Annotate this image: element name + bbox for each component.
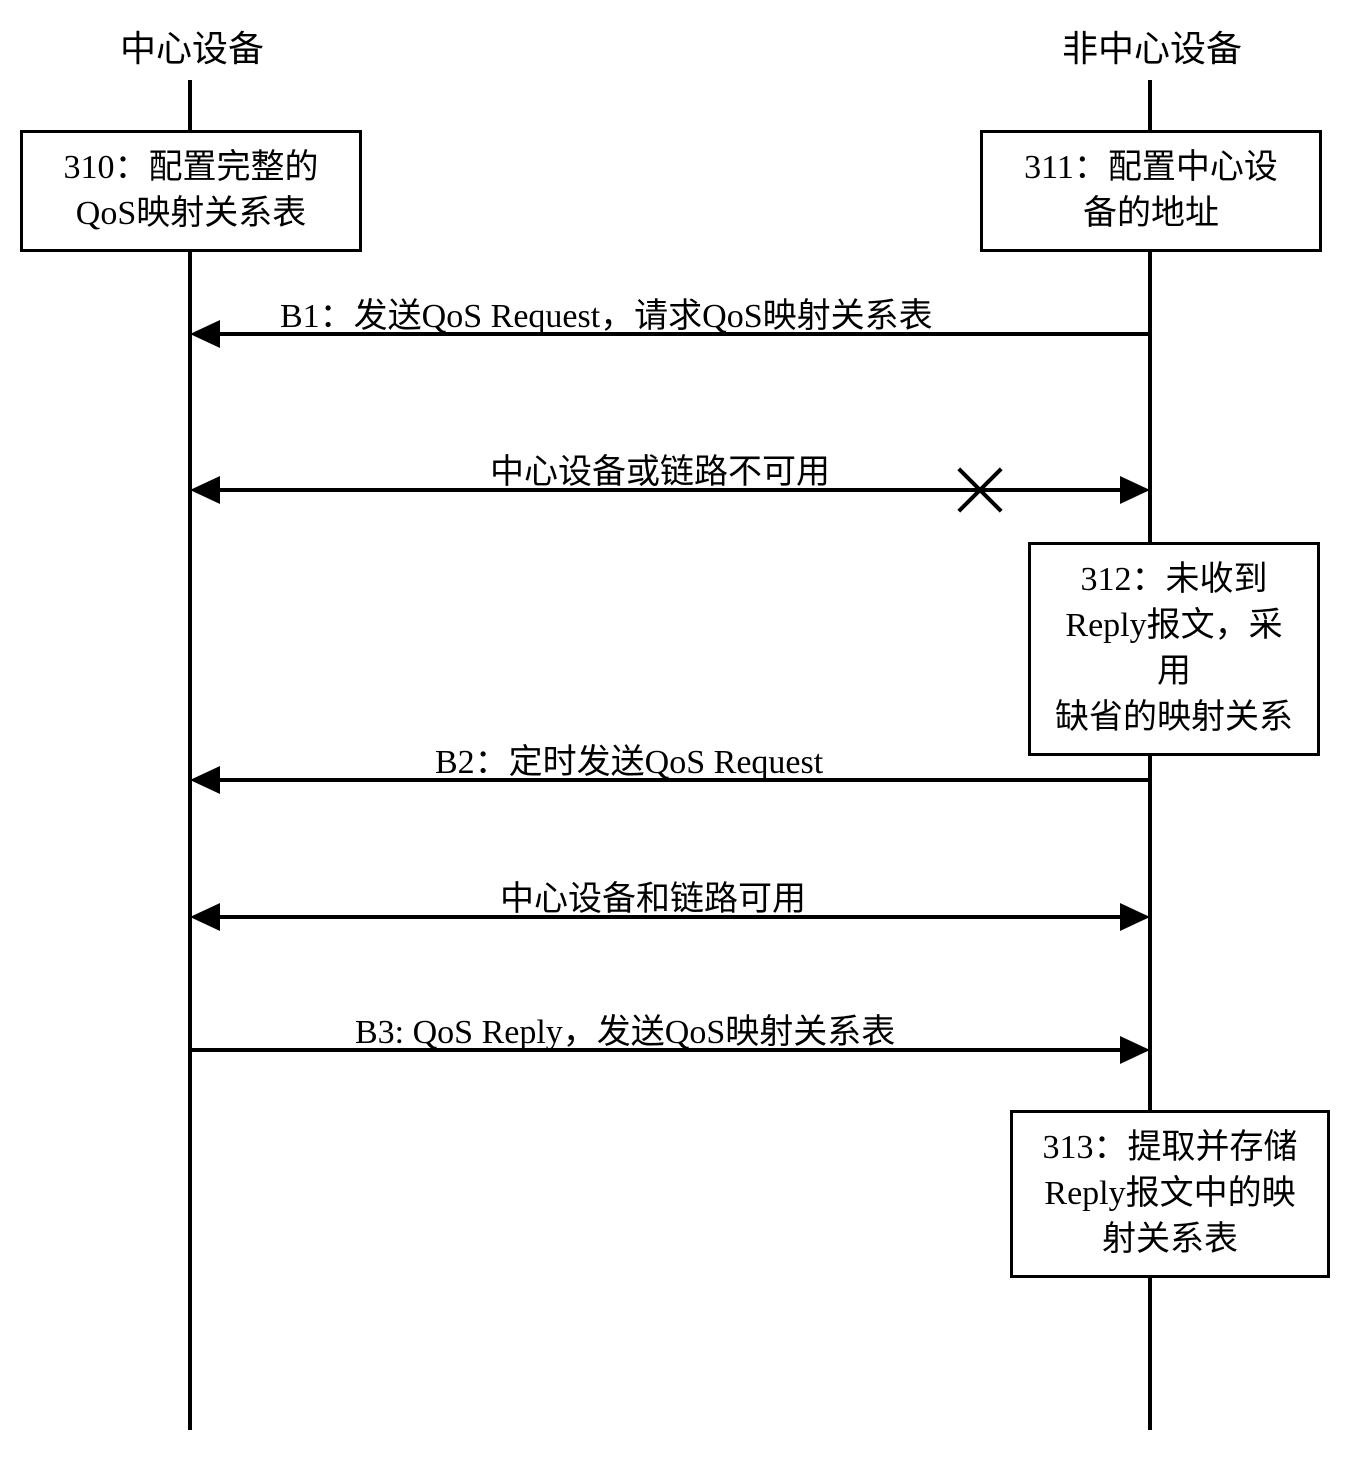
participant-right-label: 非中心设备	[1062, 20, 1242, 72]
arrow-b2-head	[190, 766, 220, 794]
box-312-text: 312：未收到Reply报文，采用缺省的映射关系	[1055, 561, 1293, 736]
box-310-text: 310：配置完整的QoS映射关系表	[64, 149, 319, 232]
box-312: 312：未收到Reply报文，采用缺省的映射关系	[1028, 542, 1320, 756]
arrow-b1-line	[215, 332, 1150, 336]
box-313: 313：提取并存储Reply报文中的映射关系表	[1010, 1110, 1330, 1278]
arrow-b1-head	[190, 320, 220, 348]
arrow-b3-label: B3: QoS Reply，发送QoS映射关系表	[355, 1004, 895, 1053]
arrow-ok-head-left	[190, 903, 220, 931]
arrow-b2-label: B2：定时发送QoS Request	[435, 734, 823, 783]
box-311-text: 311：配置中心设备的地址	[1024, 149, 1278, 232]
arrow-ok-label: 中心设备和链路可用	[500, 871, 806, 920]
arrow-ok-line	[215, 915, 1123, 919]
box-313-text: 313：提取并存储Reply报文中的映射关系表	[1043, 1129, 1298, 1258]
arrow-fail-head-right	[1120, 476, 1150, 504]
arrow-ok-head-right	[1120, 903, 1150, 931]
arrow-fail-label: 中心设备或链路不可用	[490, 444, 830, 493]
arrow-b3-line	[190, 1048, 1125, 1052]
box-310: 310：配置完整的QoS映射关系表	[20, 130, 362, 252]
sequence-diagram: 中心设备 非中心设备 310：配置完整的QoS映射关系表 311：配置中心设备的…	[20, 20, 1340, 1438]
lifeline-left	[188, 80, 192, 1430]
arrow-b2-line	[215, 778, 1150, 782]
participant-left-label: 中心设备	[120, 20, 264, 72]
arrow-fail-x-icon	[955, 465, 1005, 515]
arrow-fail-head-left	[190, 476, 220, 504]
arrow-b1-label: B1：发送QoS Request，请求QoS映射关系表	[280, 288, 933, 337]
arrow-b3-head	[1120, 1036, 1150, 1064]
box-311: 311：配置中心设备的地址	[980, 130, 1322, 252]
